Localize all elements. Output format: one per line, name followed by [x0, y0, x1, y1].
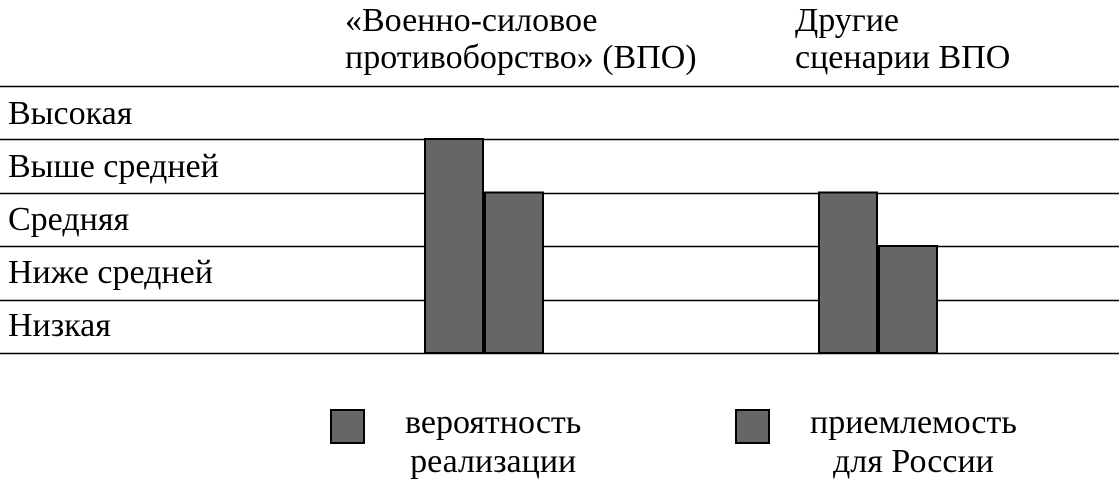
legend-item-0: вероятность реализации: [330, 403, 581, 481]
bar-series1-category0: [484, 191, 544, 354]
level-label-below-average: Ниже средней: [8, 254, 213, 291]
bar-series0-category1: [818, 191, 878, 354]
level-label-above-average: Выше средней: [8, 148, 219, 185]
legend-label-0: вероятность реализации: [405, 404, 582, 480]
category-label-0: «Военно-силовое противоборство» (ВПО): [345, 2, 697, 76]
bar-series0-category0: [424, 138, 484, 354]
level-label-high: Высокая: [8, 95, 133, 132]
legend-item-1: приемлемость для России: [735, 403, 1017, 481]
bar-series1-category1: [878, 245, 938, 354]
legend-swatch-1: [735, 409, 770, 444]
legend-swatch-0: [330, 409, 365, 444]
legend-label-1: приемлемость для России: [810, 404, 1017, 480]
level-label-average: Средняя: [8, 201, 130, 238]
level-label-low: Низкая: [8, 307, 111, 344]
category-label-1: Другие сценарии ВПО: [795, 2, 1011, 76]
